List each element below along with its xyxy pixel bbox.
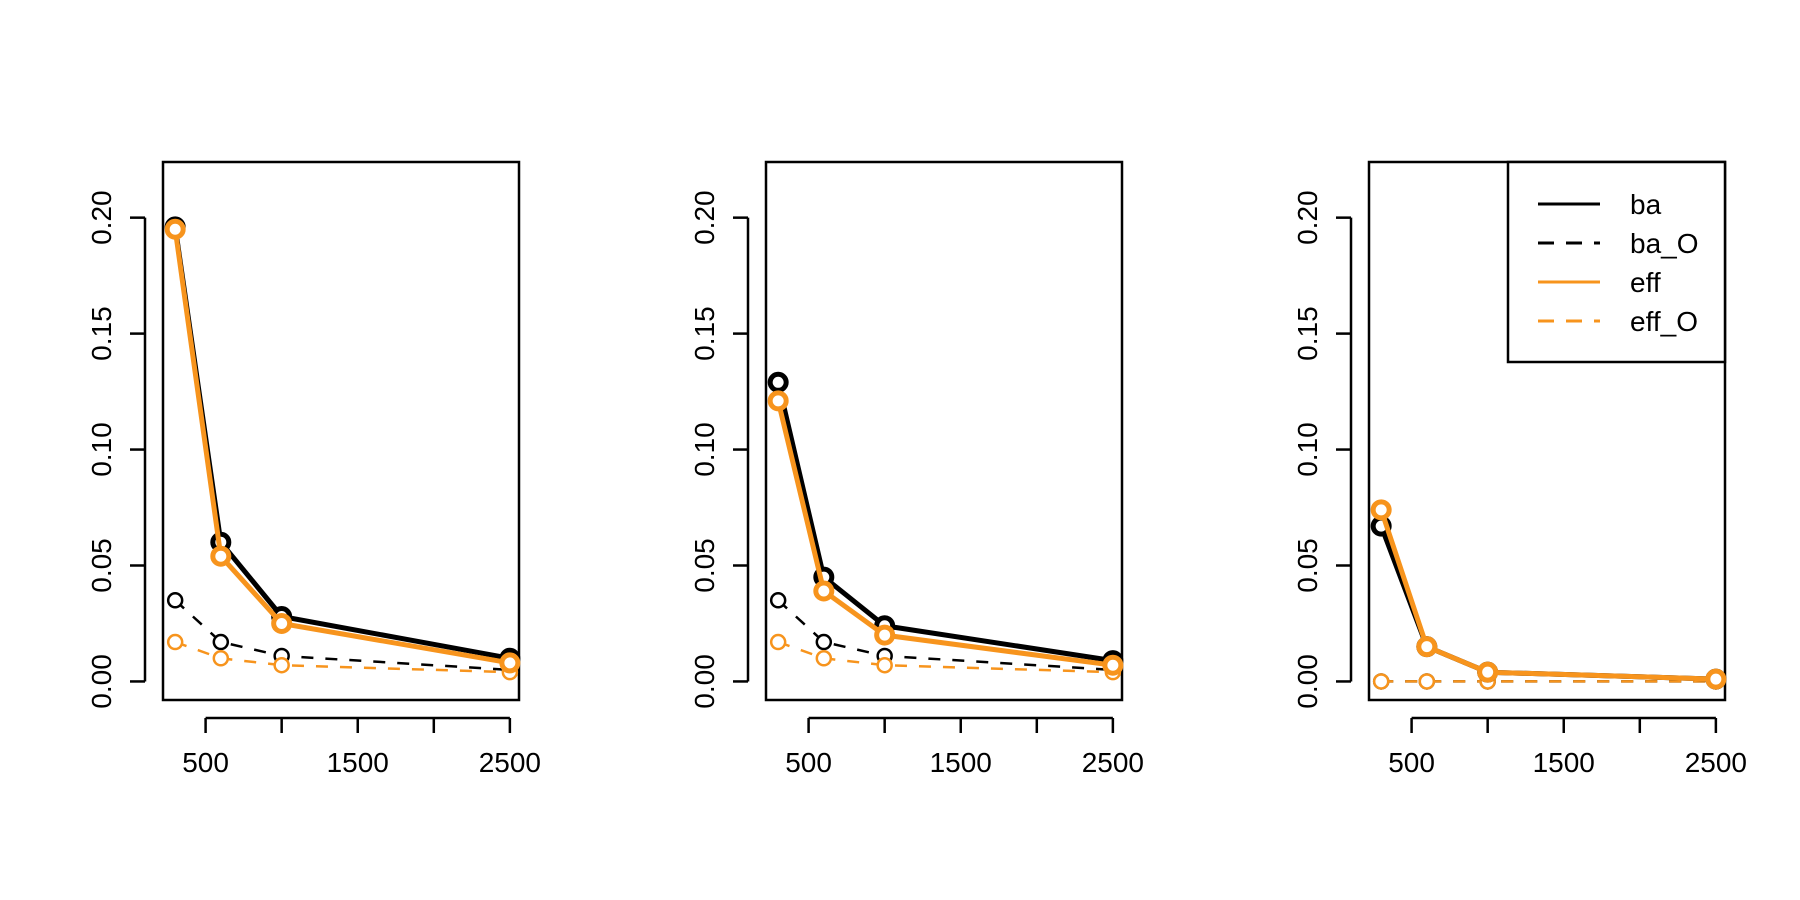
- x-tick-label: 1500: [1533, 747, 1595, 778]
- point-mask: [1418, 673, 1435, 690]
- series-line-eff: [775, 400, 1114, 668]
- data-point-eff-o: [876, 656, 893, 674]
- series-line-eff: [1378, 509, 1716, 682]
- point-mask: [167, 634, 184, 651]
- data-point-eff: [271, 612, 293, 634]
- plot-frame: [764, 160, 1124, 702]
- panel-1: 0.00 0.05 0.10 0.15 0.20 500 1500 2500: [86, 160, 541, 778]
- point-mask: [167, 592, 184, 609]
- series-line-eff-o: [174, 640, 510, 674]
- y-tick-label: 0.20: [86, 190, 117, 245]
- y-tick-label: 0.05: [86, 538, 117, 593]
- x-tick-label: 500: [1388, 747, 1435, 778]
- data-point-eff: [1102, 654, 1124, 676]
- data-point-ba-o: [166, 592, 184, 609]
- point-mask: [212, 634, 229, 651]
- series-line-eff-o: [777, 640, 1113, 674]
- point-mask: [273, 657, 290, 674]
- legend: ba ba_O eff eff_O: [1506, 160, 1727, 364]
- data-point-eff: [1370, 499, 1392, 521]
- point-mask: [876, 657, 893, 674]
- data-point-eff: [813, 580, 835, 602]
- series-line-ba-o: [174, 599, 510, 672]
- x-tick-label: 1500: [930, 747, 992, 778]
- legend-label-ba: ba: [1630, 189, 1662, 220]
- data-point-ba: [767, 371, 789, 393]
- data-point-eff: [874, 624, 896, 646]
- data-point-eff: [210, 545, 232, 567]
- y-tick-label: 0.00: [689, 654, 720, 709]
- point-mask: [815, 634, 832, 651]
- data-point-eff-o: [769, 633, 787, 651]
- data-point-eff-o: [1372, 673, 1390, 690]
- data-point-eff: [1416, 636, 1438, 658]
- data-point-eff: [499, 652, 521, 674]
- plot-frame: [161, 160, 521, 702]
- legend-label-ba-o: ba_O: [1630, 228, 1699, 259]
- data-point-eff: [1477, 661, 1499, 683]
- data-point-eff-o: [1418, 673, 1436, 690]
- y-tick-label: 0.05: [689, 538, 720, 593]
- x-tick-label: 500: [182, 747, 229, 778]
- series-line-eff: [172, 228, 511, 666]
- y-tick-label: 0.20: [1292, 190, 1323, 245]
- data-point-eff: [164, 218, 186, 240]
- data-point-ba-o: [212, 633, 230, 651]
- data-point-eff: [767, 390, 789, 412]
- y-tick-label: 0.15: [1292, 306, 1323, 361]
- data-point-eff-o: [212, 650, 230, 667]
- point-mask: [1373, 673, 1390, 690]
- data-point-eff-o: [166, 633, 184, 651]
- x-tick-label: 2500: [479, 747, 541, 778]
- series-line-ba: [1378, 525, 1716, 682]
- x-tick-label: 500: [785, 747, 832, 778]
- y-tick-label: 0.15: [689, 306, 720, 361]
- series-line-ba-o: [777, 599, 1113, 672]
- y-tick-label: 0.05: [1292, 538, 1323, 593]
- y-tick-label: 0.10: [689, 422, 720, 477]
- point-mask: [815, 650, 832, 667]
- legend-label-eff: eff: [1630, 267, 1661, 298]
- y-tick-label: 0.15: [86, 306, 117, 361]
- y-tick-label: 0.10: [86, 422, 117, 477]
- point-mask: [770, 634, 787, 651]
- data-point-eff: [1705, 668, 1727, 690]
- point-mask: [770, 592, 787, 609]
- data-point-eff-o: [815, 650, 833, 667]
- legend-label-eff-o: eff_O: [1630, 306, 1698, 337]
- y-tick-label: 0.20: [689, 190, 720, 245]
- y-tick-label: 0.10: [1292, 422, 1323, 477]
- point-mask: [212, 650, 229, 667]
- x-tick-label: 2500: [1082, 747, 1144, 778]
- data-point-ba-o: [769, 592, 787, 609]
- data-point-ba-o: [815, 633, 833, 651]
- series-line-ba: [172, 226, 511, 661]
- y-tick-label: 0.00: [1292, 654, 1323, 709]
- y-tick-label: 0.00: [86, 654, 117, 709]
- x-tick-label: 2500: [1685, 747, 1747, 778]
- series-line-ba: [775, 381, 1114, 664]
- panel-2: 0.00 0.05 0.10 0.15 0.20 500 1500 2500: [689, 160, 1144, 778]
- data-point-eff-o: [273, 656, 290, 674]
- legend-box: [1506, 160, 1727, 364]
- x-tick-label: 1500: [327, 747, 389, 778]
